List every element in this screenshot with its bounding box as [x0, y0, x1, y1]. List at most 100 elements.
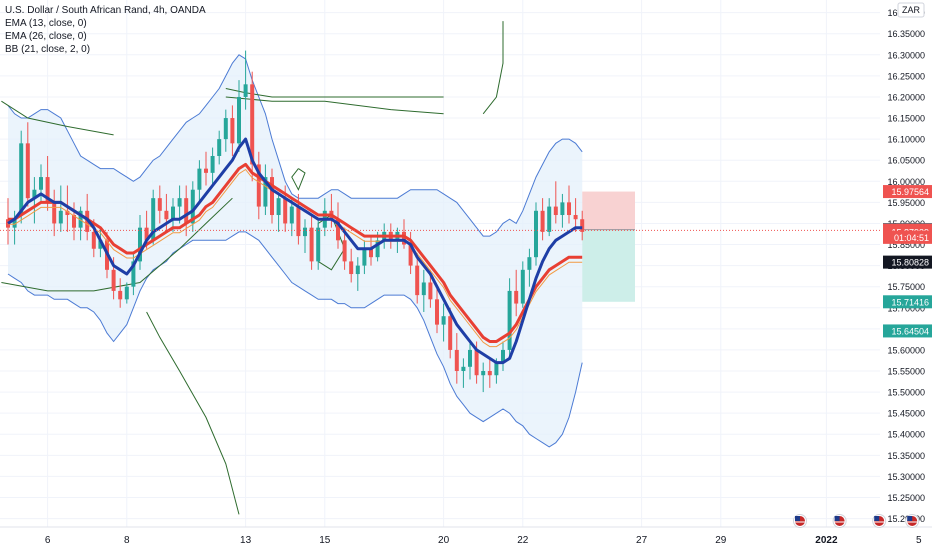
candle-body — [39, 177, 43, 190]
candle — [276, 193, 281, 232]
candle — [303, 219, 307, 253]
candle — [237, 80, 241, 152]
candle-body — [342, 240, 347, 262]
price-tick-label: 15.50000 — [887, 388, 925, 398]
candle-body — [171, 206, 175, 220]
candle — [487, 358, 492, 388]
price-label-box — [883, 255, 932, 269]
drawn-trend-line — [225, 96, 444, 115]
candle-body — [124, 286, 129, 300]
event-flag-icon[interactable] — [872, 514, 887, 528]
candle — [230, 105, 235, 156]
price-tick-label: 16.20000 — [887, 92, 925, 102]
price-axis-background — [880, 0, 932, 550]
candle-body — [210, 155, 215, 173]
candle-body — [230, 118, 235, 144]
candle — [58, 185, 63, 232]
candle-body — [111, 269, 116, 291]
candle-body — [270, 177, 274, 216]
event-flag-icon[interactable] — [905, 514, 920, 528]
price-tick-label: 15.30000 — [887, 472, 925, 482]
candle — [25, 122, 30, 207]
bb-upper-line — [7, 54, 583, 237]
candle — [6, 198, 10, 245]
price-tick-label: 16.00000 — [887, 177, 925, 187]
candle — [520, 261, 525, 308]
candle — [507, 278, 512, 359]
candle-body — [540, 210, 545, 232]
event-flag-icon[interactable] — [793, 514, 807, 528]
candle — [461, 358, 466, 388]
candle-body — [131, 261, 136, 287]
candle-body — [441, 316, 446, 325]
price-label-box — [883, 185, 932, 199]
candle-body — [468, 349, 472, 367]
candle — [131, 252, 136, 296]
candle-body — [6, 219, 10, 228]
position-zones — [582, 191, 635, 302]
candle-body — [402, 231, 406, 245]
ema-26-line — [8, 162, 583, 343]
event-flag-canton[interactable] — [874, 516, 880, 521]
bb-fill — [8, 54, 583, 447]
price-labels: 15.9756415.8854215.8836615.8793901:04:51… — [883, 185, 932, 338]
candle-body — [19, 143, 24, 216]
candle-body — [237, 96, 241, 144]
price-label: 15.97564 — [883, 185, 932, 199]
candle-body — [138, 227, 142, 262]
candle-body — [428, 282, 433, 300]
candle-body — [567, 202, 571, 216]
candle-body — [494, 362, 499, 376]
candle — [197, 160, 202, 203]
price-tick-label: 16.35000 — [887, 29, 925, 39]
ema-lines — [7, 137, 583, 365]
candle — [223, 109, 228, 152]
candle — [190, 181, 195, 232]
candle-body — [283, 198, 288, 224]
candle-body — [32, 189, 37, 199]
time-tick-label: 8 — [124, 535, 130, 546]
ema-13-line — [7, 137, 583, 365]
candle-body — [78, 210, 83, 228]
candle-body — [309, 227, 314, 262]
candle — [72, 202, 76, 241]
candle — [547, 198, 552, 237]
event-flag-canton[interactable] — [795, 516, 800, 521]
price-label-text: 15.71416 — [891, 297, 929, 307]
price-label-box — [883, 324, 932, 338]
candle — [309, 215, 314, 270]
candle-body — [408, 244, 413, 266]
candle — [164, 193, 169, 232]
event-flag-canton[interactable] — [907, 516, 913, 521]
candle-body — [580, 219, 585, 232]
candle — [217, 130, 222, 165]
candle-body — [144, 227, 149, 241]
candle-body — [547, 206, 552, 232]
event-flag-canton[interactable] — [834, 516, 840, 521]
candle-body — [520, 269, 525, 304]
time-tick-label: 5 — [916, 535, 922, 546]
candle — [270, 168, 274, 224]
price-tick-label: 15.40000 — [887, 430, 925, 440]
time-tick-label: 13 — [240, 535, 252, 546]
candle-body — [507, 290, 512, 350]
candle-body — [375, 240, 380, 258]
candle-body — [217, 139, 222, 156]
price-label-box — [883, 230, 932, 244]
candle-body — [415, 265, 420, 296]
bollinger-bands — [7, 54, 583, 448]
candle — [184, 185, 189, 237]
price-label-text: 15.64504 — [891, 326, 929, 336]
candle — [32, 177, 37, 224]
candle-body — [501, 349, 505, 363]
event-flag-icon[interactable] — [832, 514, 847, 528]
price-tick-label: 15.55000 — [887, 367, 925, 377]
candle-body — [45, 177, 50, 203]
drawn-trend-line — [146, 311, 240, 515]
candle-body — [448, 316, 453, 350]
time-tick-label: 2022 — [815, 535, 838, 546]
candle-body — [461, 366, 466, 372]
legend-title: U.S. Dollar / South African Rand, 4h, OA… — [5, 5, 206, 16]
